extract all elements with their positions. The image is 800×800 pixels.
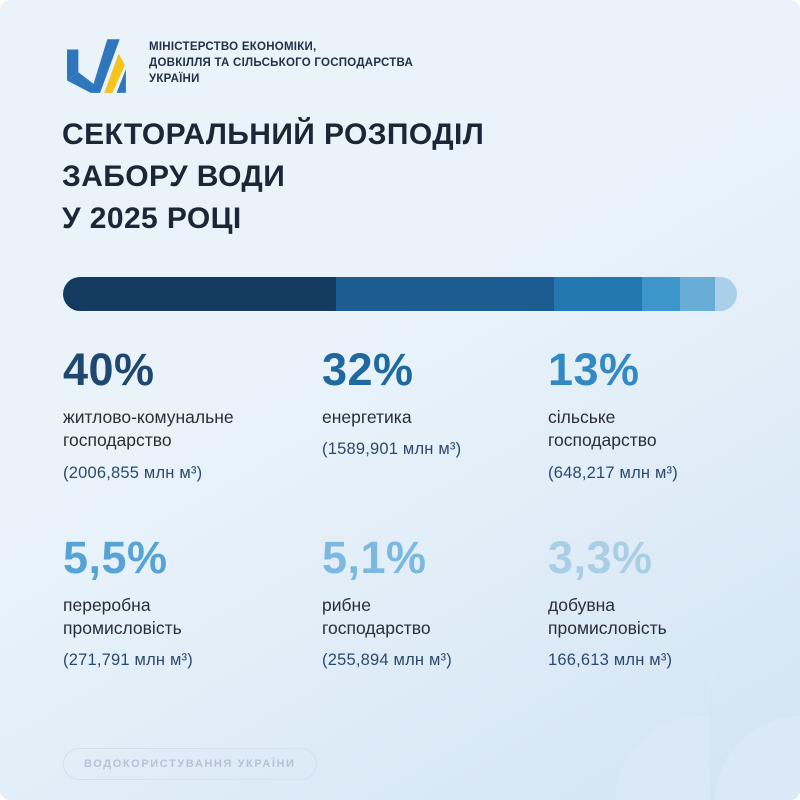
- stat-card-fishery: 5,1% рибне господарство (255,894 млн м³): [322, 535, 548, 671]
- stat-card-housing: 40% житлово-комунальне господарство (200…: [63, 347, 322, 483]
- stat-percent: 40%: [63, 344, 155, 395]
- stacked-distribution-bar: [63, 277, 737, 311]
- stat-label-line1: рибне: [322, 594, 371, 615]
- stat-label: добувна промисловість: [548, 594, 764, 641]
- stat-value: 166,613 млн м³): [548, 651, 673, 670]
- stat-value: (648,217 млн м³): [548, 463, 678, 482]
- stat-percent: 5,5%: [63, 531, 168, 583]
- stat-value: (271,791 млн м³): [63, 651, 193, 670]
- stat-value: (255,894 млн м³): [322, 651, 452, 670]
- page-title-line1: СЕКТОРАЛЬНИЙ РОЗПОДІЛ: [62, 118, 485, 151]
- ministry-name-line2: ДОВКІЛЛЯ ТА СІЛЬСЬКОГО ГОСПОДАРСТВА: [149, 57, 414, 70]
- stats-grid: 40% житлово-комунальне господарство (200…: [63, 347, 764, 670]
- bar-segment-mining: [714, 277, 737, 311]
- ministry-name-line1: МІНІСТЕРСТВО ЕКОНОМІКИ,: [149, 41, 317, 54]
- page-title-line2: ЗАБОРУ ВОДИ: [62, 160, 286, 193]
- stat-value: (2006,855 млн м³): [63, 463, 203, 482]
- page-title: СЕКТОРАЛЬНИЙ РОЗПОДІЛ ЗАБОРУ ВОДИ У 2025…: [62, 114, 484, 240]
- stat-percent: 13%: [548, 344, 640, 395]
- decor-petal-fill-left: [615, 716, 710, 800]
- decor-petal-fill-right: [715, 716, 800, 800]
- stat-value: (1589,901 млн м³): [322, 440, 462, 459]
- stat-card-processing: 5,5% переробна промисловість (271,791 мл…: [63, 535, 322, 671]
- bar-segment-processing: [642, 277, 680, 311]
- stat-label: сільське господарство: [548, 406, 764, 453]
- stat-label-line1: енергетика: [322, 407, 412, 427]
- ministry-name-line3: УКРАЇНИ: [149, 72, 200, 85]
- stat-label-line1: житлово-комунальне: [63, 407, 234, 427]
- bar-segment-fishery: [679, 277, 715, 311]
- stat-label-line2: господарство: [548, 430, 657, 451]
- stat-label-line1: добувна: [548, 594, 616, 615]
- stat-label: переробна промисловість: [63, 594, 322, 641]
- ministry-logo-icon: [67, 39, 126, 93]
- stat-label-line1: переробна: [63, 594, 151, 615]
- page-title-line3: У 2025 РОЦІ: [62, 202, 242, 235]
- ministry-name: МІНІСТЕРСТВО ЕКОНОМІКИ, ДОВКІЛЛЯ ТА СІЛЬ…: [149, 40, 413, 88]
- bar-segment-agriculture: [553, 277, 643, 311]
- stat-card-agriculture: 13% сільське господарство (648,217 млн м…: [548, 347, 764, 483]
- stat-label-line2: промисловість: [548, 617, 667, 638]
- stat-label: рибне господарство: [322, 594, 548, 641]
- stat-percent: 5,1%: [322, 531, 427, 583]
- stat-card-mining: 3,3% добувна промисловість 166,613 млн м…: [548, 535, 764, 671]
- stat-label-line1: сільське: [548, 407, 616, 427]
- stat-percent: 3,3%: [548, 531, 653, 583]
- stat-label-line2: промисловість: [63, 617, 182, 638]
- stat-label: енергетика: [322, 406, 548, 429]
- bar-segment-housing: [63, 277, 336, 311]
- stat-card-energy: 32% енергетика (1589,901 млн м³): [322, 347, 548, 483]
- stat-percent: 32%: [322, 344, 414, 395]
- footer-badge: ВОДОКОРИСТУВАННЯ УКРАЇНИ: [63, 748, 317, 780]
- stat-label-line2: господарство: [322, 617, 431, 638]
- stat-label-line2: господарство: [63, 430, 172, 451]
- stat-label: житлово-комунальне господарство: [63, 406, 322, 453]
- bar-segment-energy: [335, 277, 554, 311]
- ministry-header: МІНІСТЕРСТВО ЕКОНОМІКИ, ДОВКІЛЛЯ ТА СІЛЬ…: [62, 33, 413, 95]
